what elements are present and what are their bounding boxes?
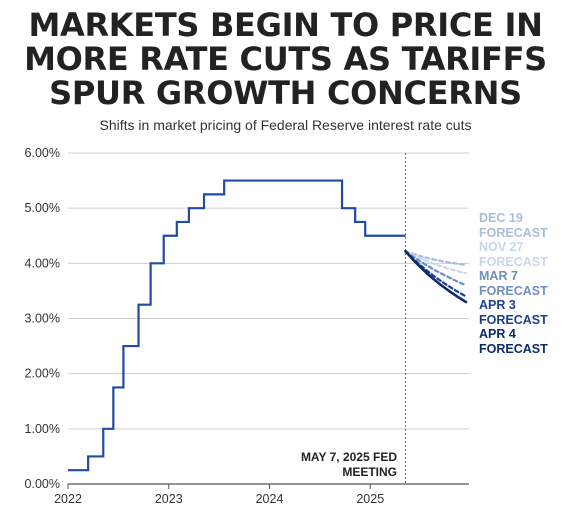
legend-sublabel-1: FORECAST bbox=[479, 255, 548, 269]
chart-title: MARKETS BEGIN TO PRICE IN MORE RATE CUTS… bbox=[0, 8, 571, 110]
fed-meeting-annotation: MAY 7, 2025 FED MEETING bbox=[301, 450, 397, 479]
forecast-line-2 bbox=[404, 250, 468, 287]
legend-sublabel-0: FORECAST bbox=[479, 226, 548, 240]
y-tick-label: 6.00% bbox=[25, 146, 60, 160]
x-tick-label: 2025 bbox=[356, 492, 384, 506]
legend-label-4: APR 4 bbox=[479, 327, 516, 341]
series-layer bbox=[68, 179, 468, 472]
legend-label-3: APR 3 bbox=[479, 298, 516, 312]
x-tick-label: 2023 bbox=[155, 492, 183, 506]
legend-sublabel-4: FORECAST bbox=[479, 342, 548, 356]
title-line-2: MORE RATE CUTS AS TARIFFS bbox=[24, 40, 547, 78]
chart-subtitle: Shifts in market pricing of Federal Rese… bbox=[99, 117, 472, 133]
legend-sublabel-2: FORECAST bbox=[479, 284, 548, 298]
title-line-1: MARKETS BEGIN TO PRICE IN bbox=[28, 6, 543, 44]
y-tick-label: 0.00% bbox=[25, 477, 60, 491]
legend-label-1: NOV 27 bbox=[479, 240, 524, 254]
fed-rate-line bbox=[68, 179, 406, 472]
legend-label-2: MAR 7 bbox=[479, 269, 518, 283]
forecast-line-1 bbox=[404, 250, 468, 275]
y-tick-label: 4.00% bbox=[25, 256, 60, 270]
x-tick-label: 2024 bbox=[256, 492, 284, 506]
forecast-line-4 bbox=[404, 249, 468, 304]
annotation-line-2: MEETING bbox=[342, 465, 397, 479]
gridlines bbox=[68, 152, 469, 485]
y-tick-label: 1.00% bbox=[25, 422, 60, 436]
y-tick-label: 2.00% bbox=[25, 367, 60, 381]
legend-sublabel-3: FORECAST bbox=[479, 313, 548, 327]
x-axis: 2022 2023 2024 2025 bbox=[54, 484, 384, 506]
legend-label-0: DEC 19 bbox=[479, 211, 523, 225]
y-tick-label: 5.00% bbox=[25, 201, 60, 215]
y-axis: 0.00% 1.00% 2.00% 3.00% 4.00% 5.00% 6.00% bbox=[25, 146, 60, 491]
annotation-line-1: MAY 7, 2025 FED bbox=[301, 450, 397, 464]
x-tick-label: 2022 bbox=[54, 492, 82, 506]
y-tick-label: 3.00% bbox=[25, 312, 60, 326]
title-line-3: SPUR GROWTH CONCERNS bbox=[49, 74, 522, 112]
